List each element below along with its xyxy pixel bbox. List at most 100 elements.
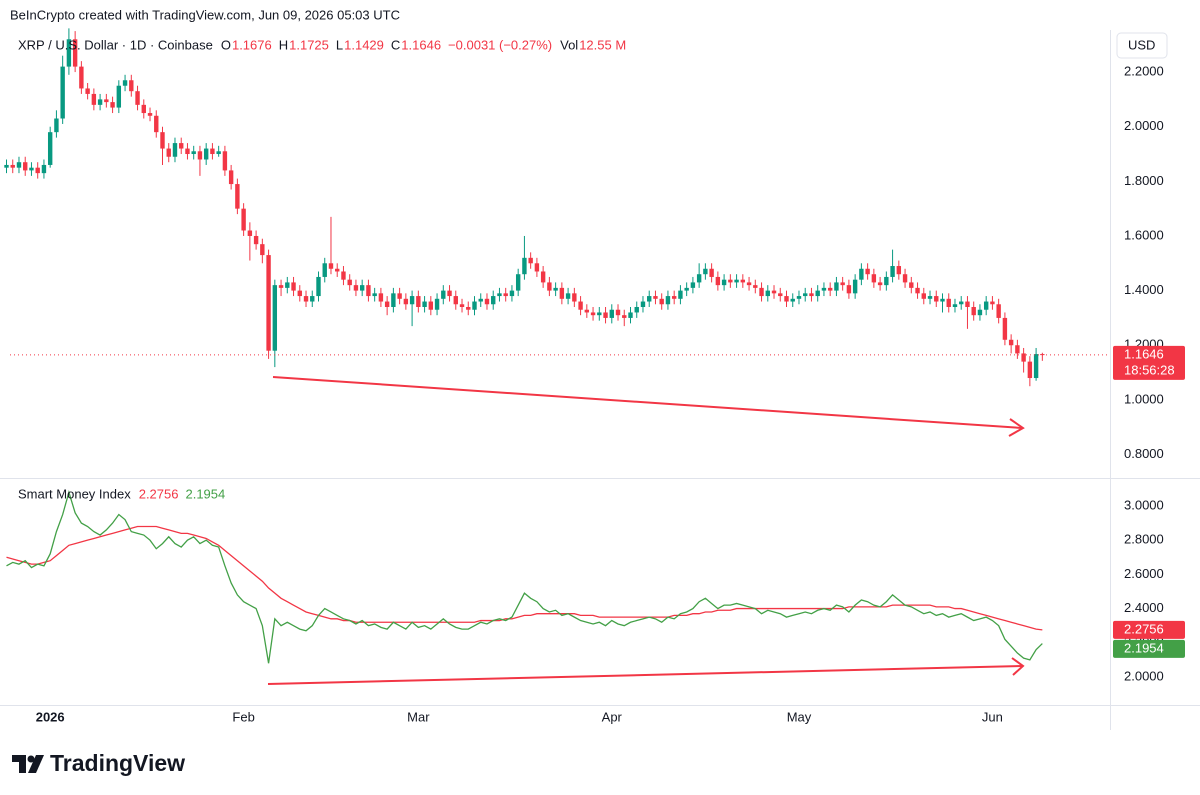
candle-body <box>703 268 708 275</box>
candle-body <box>572 293 577 302</box>
ohlc-key: L <box>336 37 343 52</box>
candle-body <box>921 293 926 299</box>
ohlc-key: H <box>279 37 288 52</box>
x-tick-label: Jun <box>982 709 1003 724</box>
candle-body <box>241 208 246 231</box>
candle-body <box>147 113 153 116</box>
y-tick-label: 2.2000 <box>1124 64 1164 79</box>
candle-body <box>771 290 777 294</box>
indicator-axis-label: 2.1954 <box>1124 640 1164 655</box>
candle-body <box>60 66 65 119</box>
candle-body <box>116 85 122 108</box>
candle-body <box>803 293 808 297</box>
candle-body <box>965 301 970 307</box>
y-tick-label: 2.0000 <box>1124 668 1164 683</box>
candle-body <box>35 167 40 174</box>
candle-body <box>647 296 652 302</box>
candle-body <box>197 151 203 160</box>
candle-body <box>154 115 159 133</box>
candle-body <box>603 312 608 318</box>
ohlc-key: O <box>221 37 231 52</box>
candle-body <box>447 290 452 297</box>
candle-body <box>1015 345 1020 354</box>
candle-body <box>372 293 377 297</box>
candle-body <box>503 293 508 297</box>
candle-body <box>1033 354 1039 379</box>
indicator-title: Smart Money Index <box>18 486 131 501</box>
candle-body <box>353 285 359 291</box>
candle-body <box>565 293 571 299</box>
candle-body <box>179 143 184 149</box>
candle-body <box>871 274 877 283</box>
y-tick-label: 3.0000 <box>1124 497 1164 512</box>
y-tick-label: 2.6000 <box>1124 566 1164 581</box>
ohlc-value: 1.1676 <box>232 37 272 52</box>
ohlc-value: 1.1725 <box>289 37 329 52</box>
candle-body <box>946 298 951 307</box>
volume-key: Vol <box>560 37 578 52</box>
candle-body <box>260 244 265 256</box>
candle-body <box>491 296 496 305</box>
symbol-title: XRP / U.S. Dollar · 1D · Coinbase <box>18 37 213 52</box>
candle-body <box>47 132 53 165</box>
candle-body <box>384 301 390 307</box>
x-tick-label: Apr <box>602 709 623 724</box>
candle-body <box>391 293 396 307</box>
candle-body <box>528 257 533 264</box>
candle-body <box>322 263 327 277</box>
candle-body <box>141 104 146 114</box>
candle-body <box>796 296 802 299</box>
candle-body <box>765 290 770 297</box>
candle-body <box>10 164 15 168</box>
candle-body <box>952 304 958 307</box>
indicator-value: 2.2756 <box>139 486 179 501</box>
candle-body <box>484 298 490 305</box>
candle-body <box>884 276 889 286</box>
logo-shape <box>12 755 26 773</box>
volume-value: 12.55 M <box>579 37 626 52</box>
y-tick-label: 2.0000 <box>1124 118 1164 133</box>
trend-arrows <box>267 376 1025 685</box>
candle-body <box>253 235 259 245</box>
candle-body <box>890 266 895 277</box>
candle-body <box>653 296 658 299</box>
candle-body <box>235 184 240 209</box>
candle-body <box>409 296 415 305</box>
candle-body <box>809 293 814 297</box>
ohlc-value: 1.1646 <box>401 37 441 52</box>
candle-body <box>696 274 702 283</box>
candle-body <box>609 309 614 318</box>
candle-body <box>728 279 733 283</box>
candle-body <box>790 298 795 302</box>
candle-body <box>915 287 920 294</box>
candle-body <box>210 148 215 155</box>
candle-body <box>709 268 714 277</box>
y-tick-label: 0.8000 <box>1124 446 1164 461</box>
candle-body <box>291 282 296 291</box>
candle-body <box>266 255 271 351</box>
candle-body <box>341 271 346 280</box>
candle-body <box>79 66 84 89</box>
y-tick-label: 1.6000 <box>1124 227 1164 242</box>
currency-label: USD <box>1128 37 1155 52</box>
y-tick-label: 2.4000 <box>1124 600 1164 615</box>
indicator-value: 2.1954 <box>185 486 225 501</box>
candle-body <box>990 301 995 305</box>
candle-body <box>553 287 558 291</box>
candle-body <box>715 276 721 286</box>
candle-body <box>615 309 621 316</box>
countdown-label: 18:56:28 <box>1124 362 1175 377</box>
candle-body <box>859 268 864 280</box>
candle-body <box>160 132 165 149</box>
candle-body <box>852 279 858 294</box>
candle-body <box>540 271 546 283</box>
candle-body <box>285 282 290 288</box>
candle-body <box>634 306 639 313</box>
candle-body <box>1021 353 1026 362</box>
candle-body <box>434 298 440 310</box>
x-tick-label: Feb <box>232 709 254 724</box>
candle-body <box>584 309 590 313</box>
candle-body <box>278 285 284 288</box>
